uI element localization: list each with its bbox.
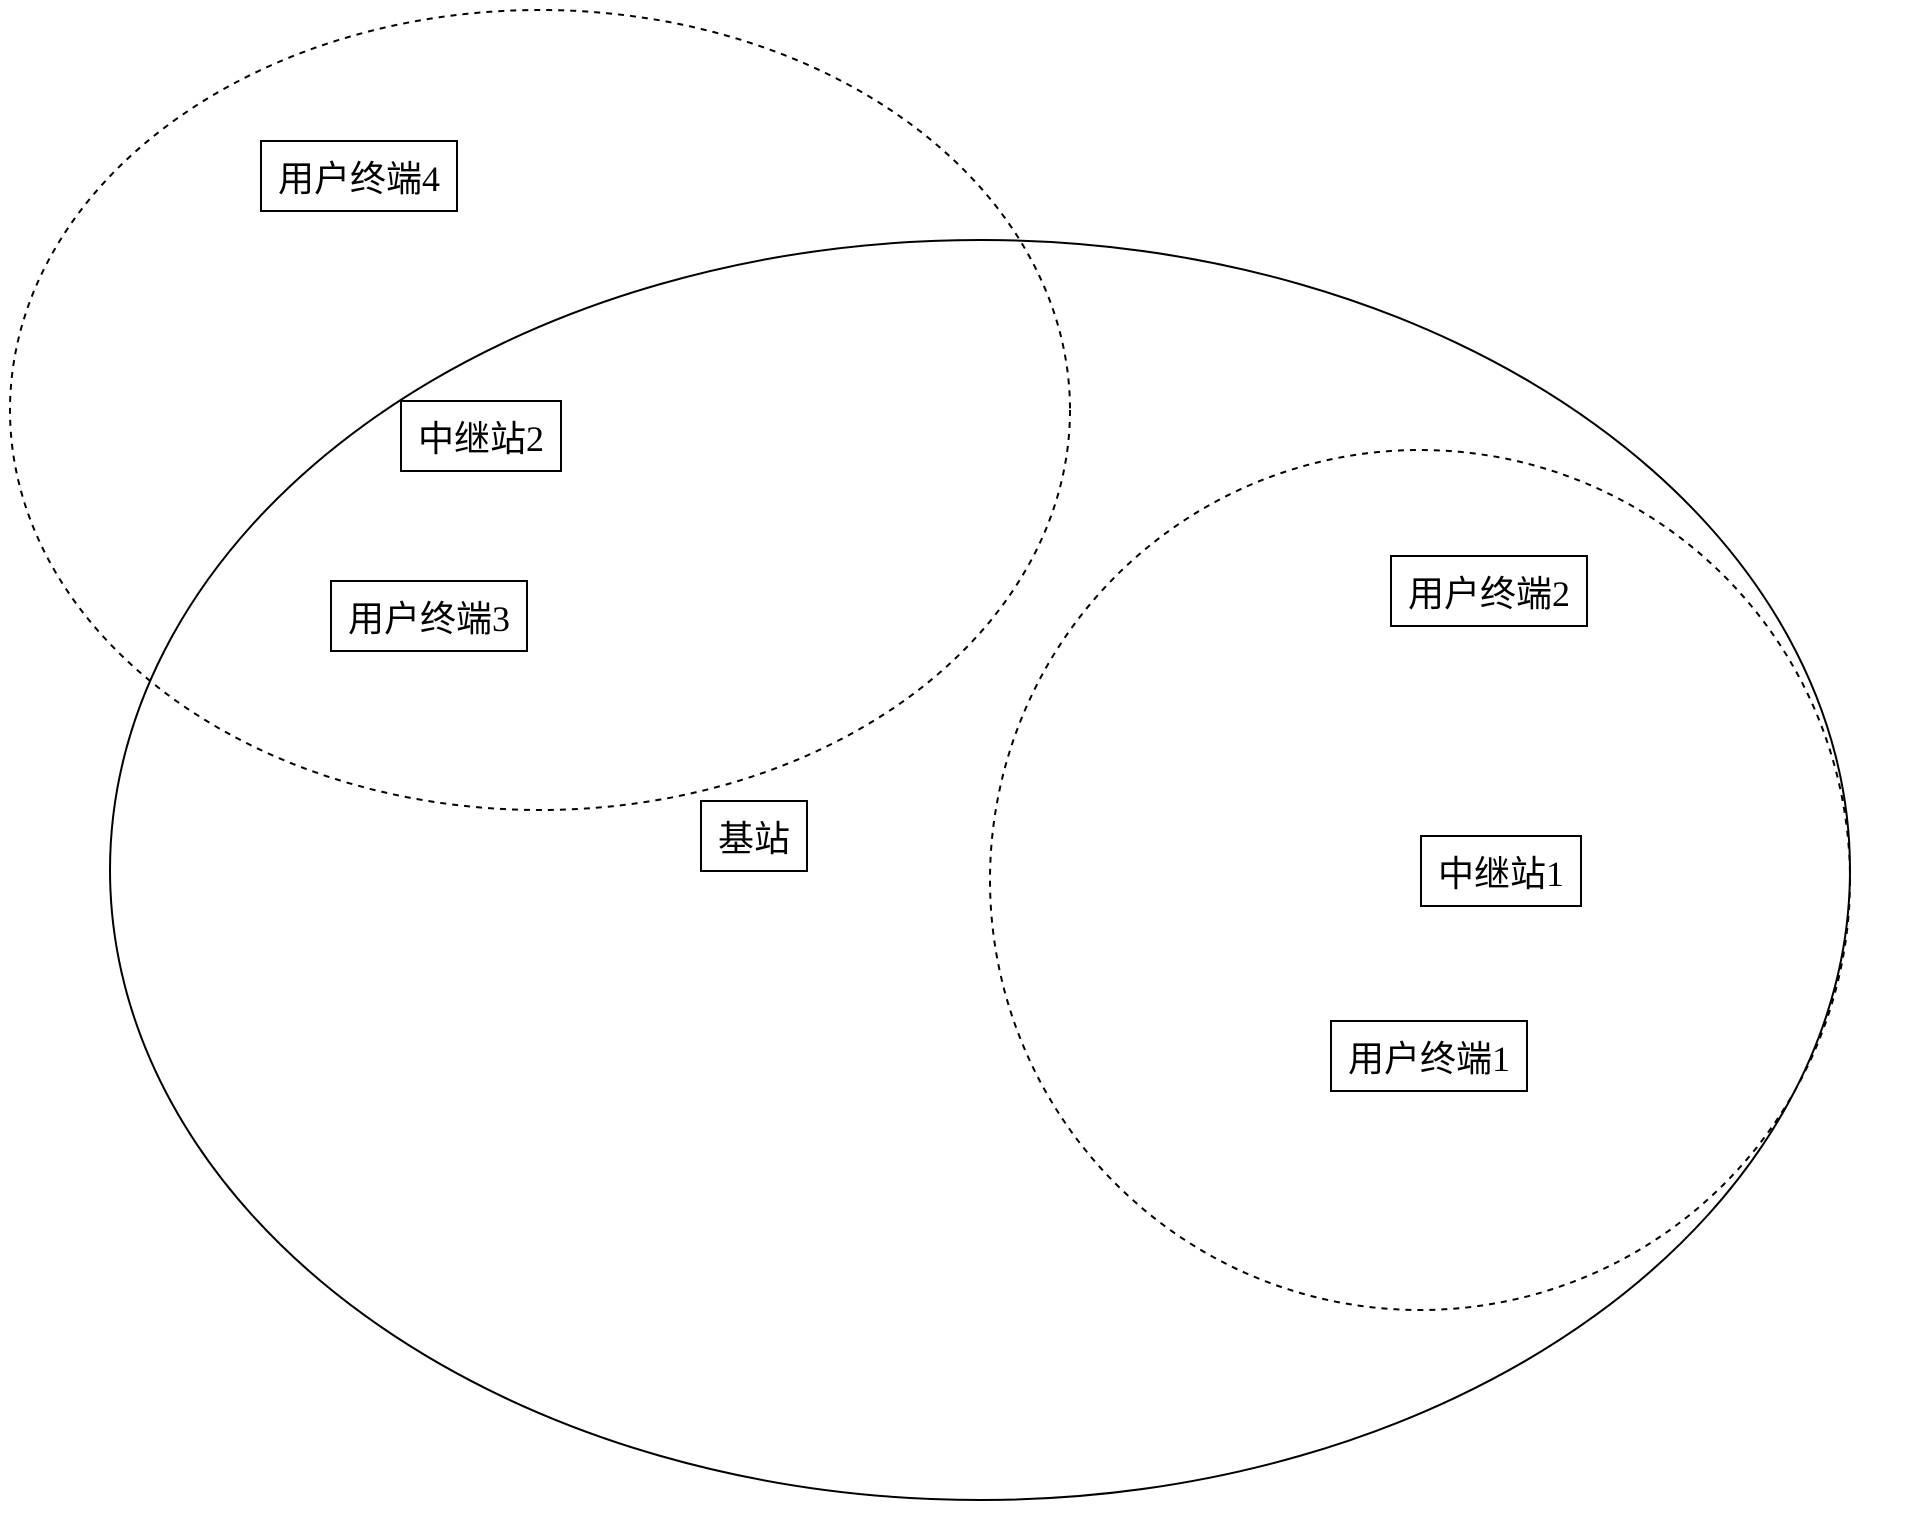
- terminal-1-label: 用户终端1: [1330, 1020, 1528, 1092]
- diagram-svg: [0, 0, 1924, 1514]
- base-station-ellipse: [110, 240, 1850, 1500]
- relay-1-label: 中继站1: [1420, 835, 1582, 907]
- terminal-2-label: 用户终端2: [1390, 555, 1588, 627]
- relay-2-label: 中继站2: [400, 400, 562, 472]
- terminal-4-label: 用户终端4: [260, 140, 458, 212]
- terminal-3-label: 用户终端3: [330, 580, 528, 652]
- base-station-label: 基站: [700, 800, 808, 872]
- diagram-container: 用户终端4 中继站2 用户终端3 基站 用户终端2 中继站1 用户终端1: [0, 0, 1924, 1514]
